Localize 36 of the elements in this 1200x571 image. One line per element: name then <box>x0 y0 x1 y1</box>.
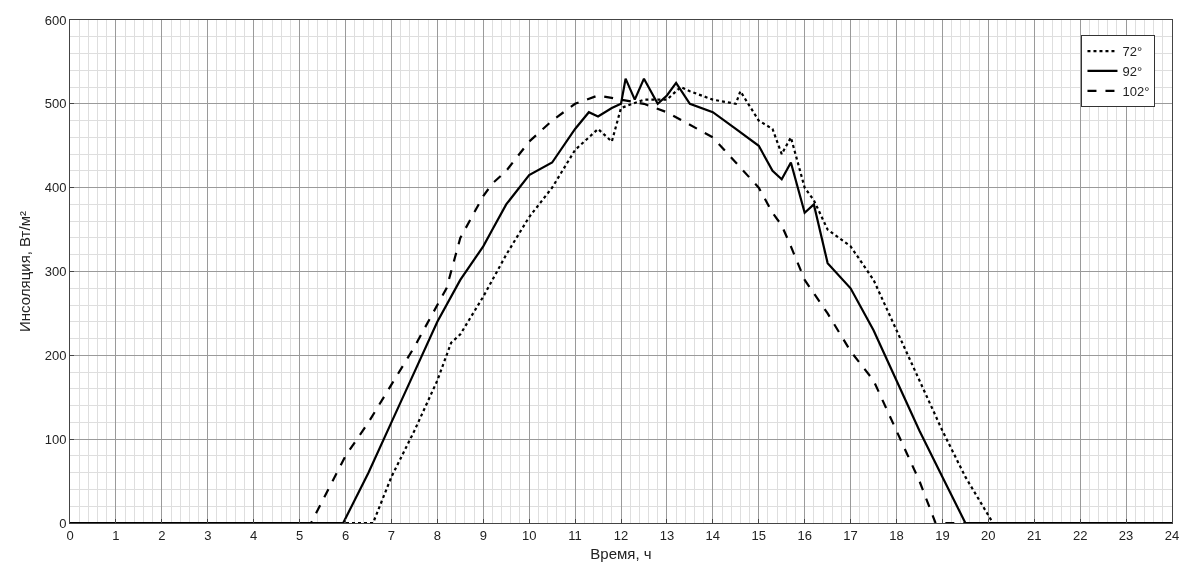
x-axis-title: Время, ч <box>590 544 652 562</box>
x-tick-label: 7 <box>387 527 396 543</box>
x-tick-label: 22 <box>1072 527 1088 543</box>
x-tick-label: 23 <box>1118 527 1134 543</box>
y-tick-label: 500 <box>44 96 67 112</box>
x-tick-label: 18 <box>889 527 904 543</box>
x-tick-label: 8 <box>433 527 441 543</box>
x-tick-label: 14 <box>705 527 721 543</box>
x-tick-label: 16 <box>797 527 812 543</box>
x-tick-label: 13 <box>659 527 675 543</box>
y-tick-label: 200 <box>44 347 67 363</box>
x-tick-label: 1 <box>112 527 120 543</box>
y-tick-label: 100 <box>44 431 67 447</box>
x-tick-label: 17 <box>843 527 858 543</box>
x-tick-label: 15 <box>751 527 766 543</box>
legend-label: 102° <box>1122 83 1150 99</box>
x-tick-label: 20 <box>981 527 996 543</box>
y-tick-label: 400 <box>44 180 67 196</box>
x-tick-label: 12 <box>613 527 629 543</box>
x-tick-label: 4 <box>250 527 258 543</box>
x-tick-label: 21 <box>1027 527 1042 543</box>
x-tick-label: 2 <box>158 527 166 543</box>
x-tick-label: 5 <box>295 527 304 543</box>
y-tick-label: 0 <box>59 515 67 531</box>
legend-label: 72° <box>1122 44 1143 60</box>
x-tick-label: 19 <box>935 527 950 543</box>
y-tick-label: 300 <box>44 264 67 280</box>
x-tick-label: 24 <box>1164 527 1180 543</box>
y-axis-title: Инсоляция, Вт/м² <box>16 211 33 332</box>
y-tick-label: 600 <box>44 12 67 28</box>
x-tick-label: 10 <box>521 527 537 543</box>
x-tick-label: 9 <box>479 527 487 543</box>
x-tick-label: 3 <box>204 527 212 543</box>
x-tick-label: 6 <box>341 527 350 543</box>
x-tick-label: 11 <box>568 527 582 543</box>
legend-label: 92° <box>1122 64 1143 80</box>
